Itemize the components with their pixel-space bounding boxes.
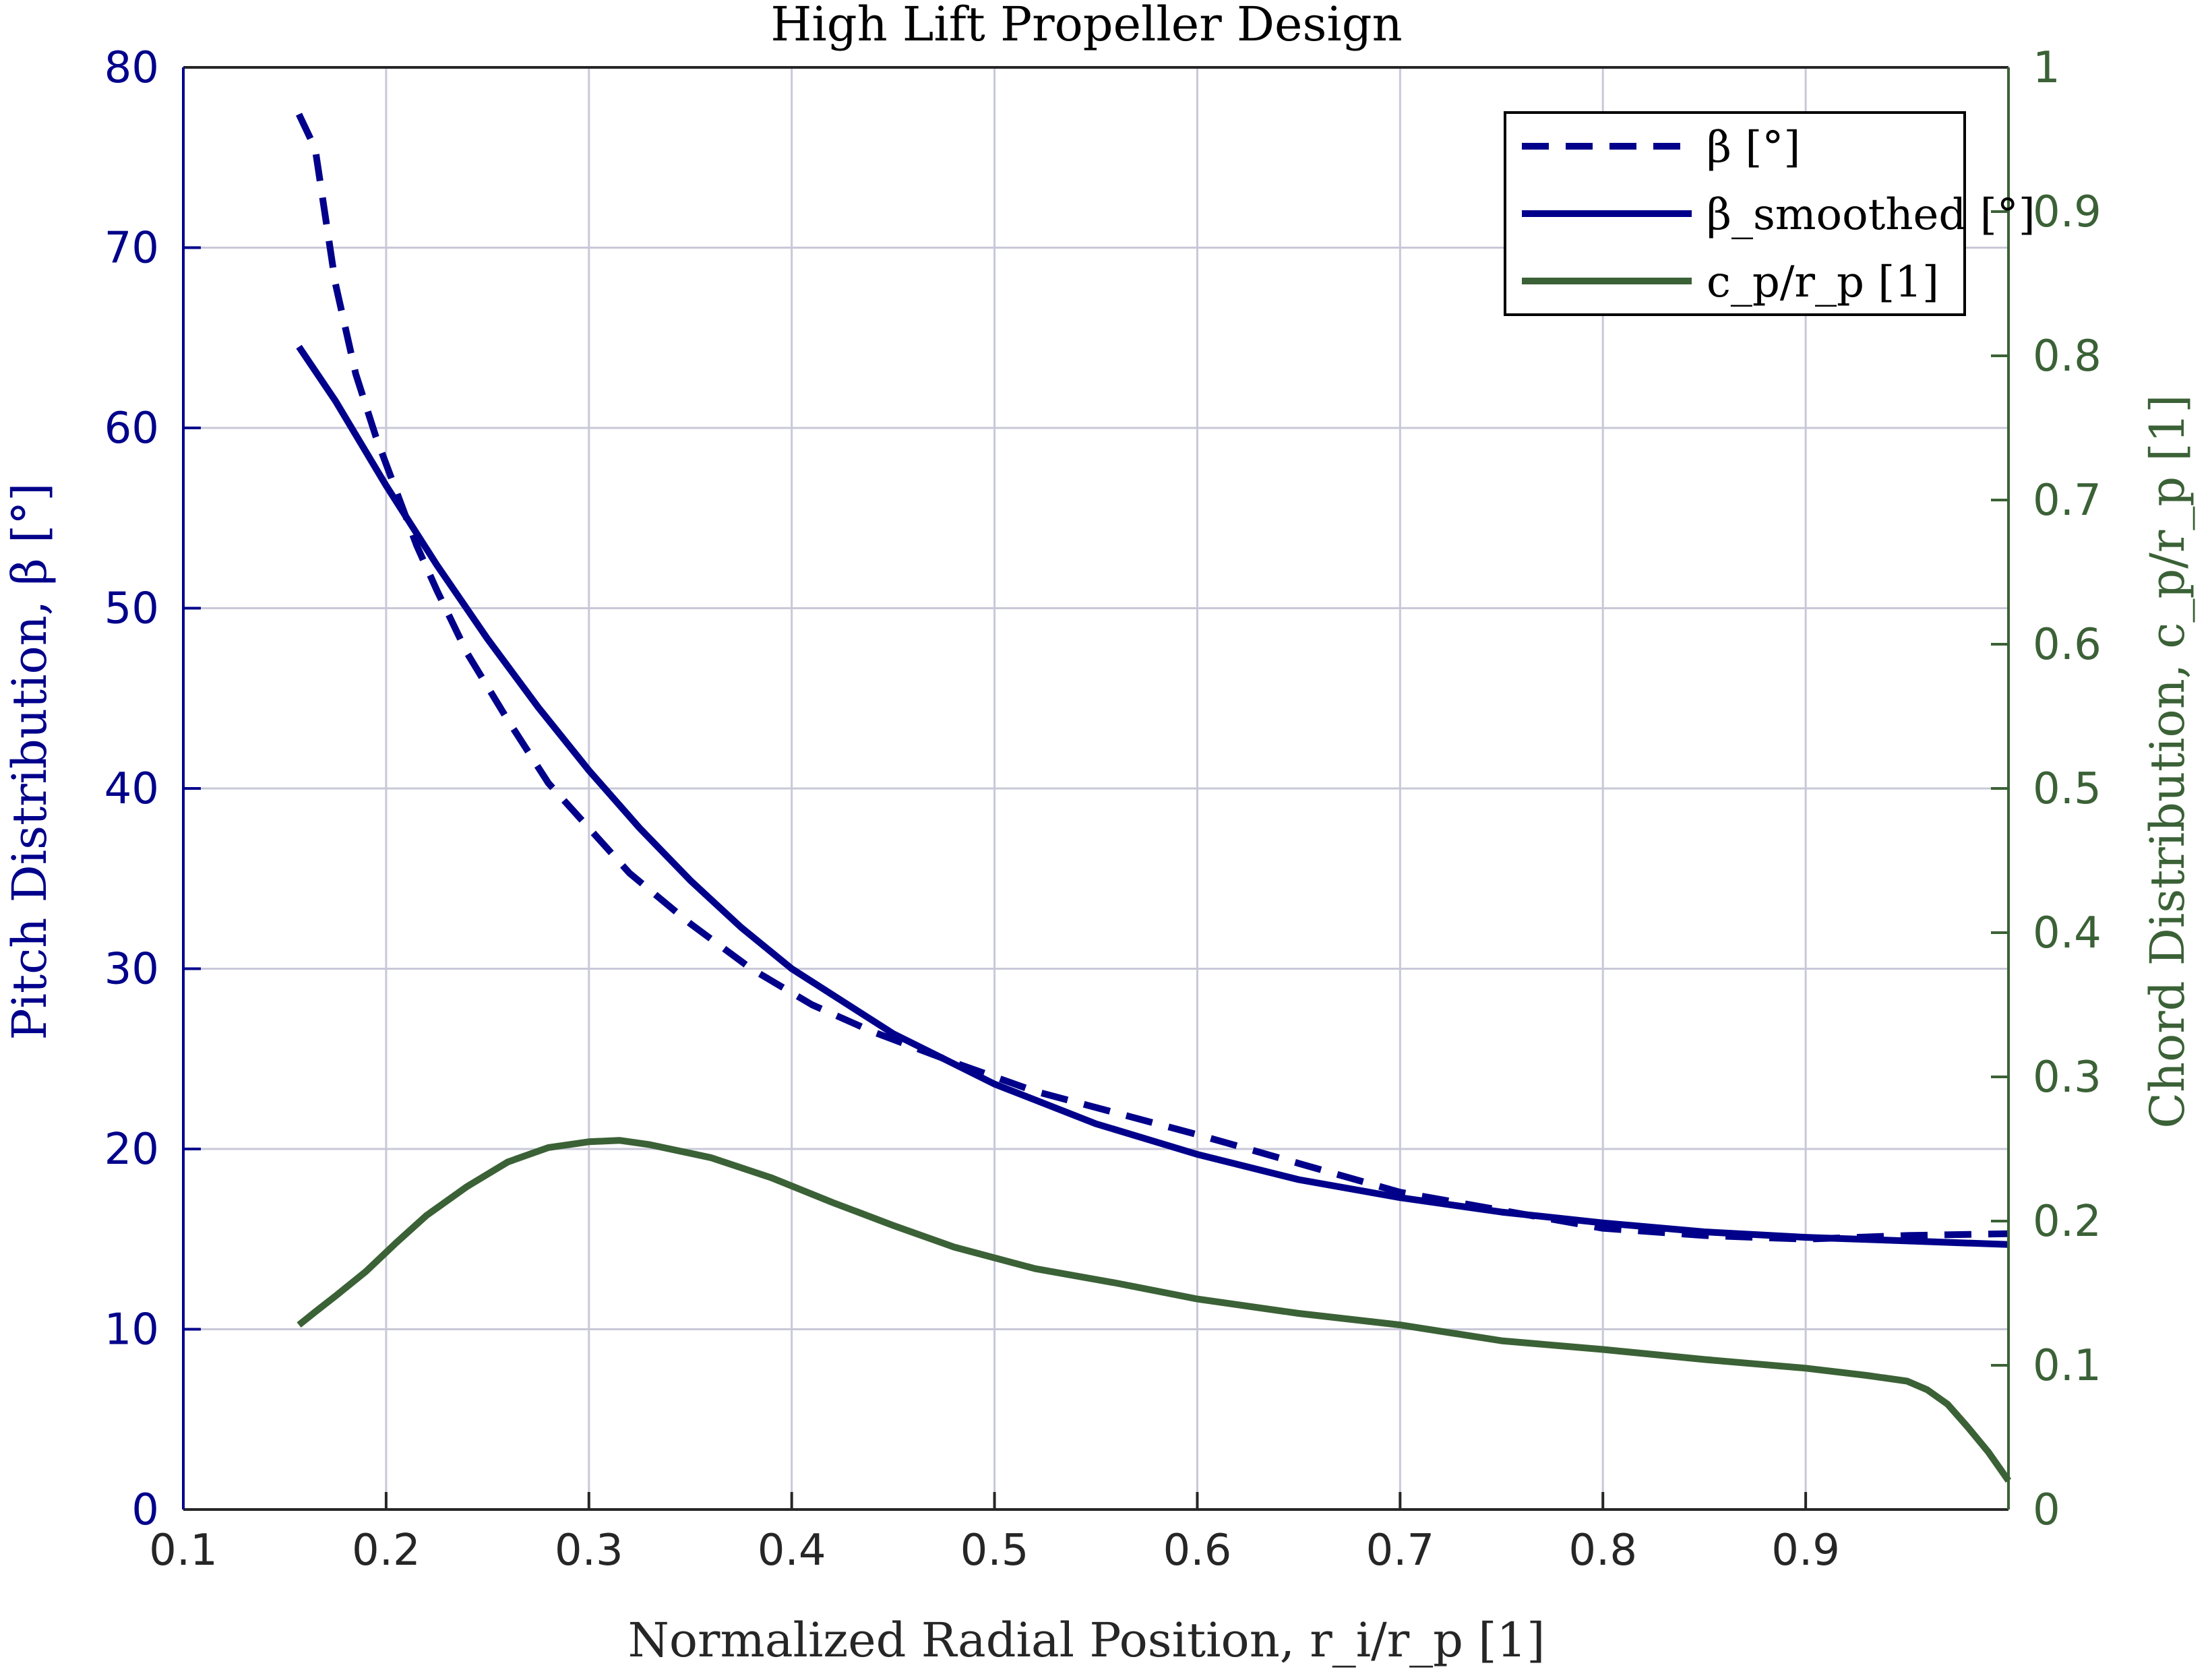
y-right-tick-label: 0.5 — [2033, 764, 2101, 814]
legend-label-beta-smoothed: β_smoothed [°] — [1707, 190, 2035, 240]
y-axis-left-label: Pitch Distribution, β [°] — [2, 483, 57, 1040]
legend-label-chord: c_p/r_p [1] — [1707, 257, 1939, 307]
y-left-tick-label: 40 — [104, 764, 159, 814]
y-left-tick-label: 30 — [104, 945, 159, 995]
y-left-tick-label: 70 — [104, 224, 159, 274]
y-left-tick-label: 50 — [104, 584, 159, 634]
x-tick-label: 0.3 — [555, 1526, 623, 1576]
x-tick-label: 0.5 — [960, 1526, 1029, 1576]
x-axis-label: Normalized Radial Position, r_i/r_p [1] — [628, 1613, 1545, 1668]
y-left-tick-label: 60 — [104, 404, 159, 454]
tick-labels: 0.1 0.2 0.3 0.4 0.5 0.6 0.7 0.8 0.90102030405060… — [104, 43, 2101, 1576]
x-tick-label: 0.9 — [1771, 1526, 1840, 1576]
y-axis-right-label: Chord Distribution, c_p/r_p [1] — [2140, 394, 2195, 1128]
y-right-tick-label: 0.2 — [2033, 1197, 2101, 1247]
x-tick-label: 0.1 — [149, 1526, 218, 1576]
y-right-tick-label: 0.7 — [2033, 476, 2101, 526]
axes — [182, 66, 2010, 1511]
y-right-tick-label: 0.3 — [2033, 1053, 2101, 1102]
legend: β [°] β_smoothed [°] c_p/r_p [1] — [1504, 111, 2035, 316]
series-chord-line — [297, 1137, 2012, 1483]
series-beta-line — [295, 113, 2009, 1243]
y-right-tick-label: 0 — [2033, 1485, 2060, 1535]
x-tick-label: 0.8 — [1568, 1526, 1637, 1576]
y-left-tick-label: 0 — [131, 1485, 159, 1535]
y-right-tick-label: 0.9 — [2033, 187, 2101, 237]
series-beta-smoothed-line — [296, 344, 2009, 1248]
y-left-tick-label: 10 — [104, 1305, 159, 1355]
x-tick-label: 0.6 — [1163, 1526, 1232, 1576]
y-right-tick-label: 0.4 — [2033, 908, 2101, 958]
x-tick-label: 0.2 — [352, 1526, 421, 1576]
legend-label-beta: β [°] — [1707, 123, 1800, 173]
x-tick-label: 0.4 — [758, 1526, 826, 1576]
x-tick-label: 0.7 — [1365, 1526, 1434, 1576]
y-left-tick-label: 20 — [104, 1125, 159, 1175]
series-lines — [295, 113, 2012, 1483]
y-right-tick-label: 0.8 — [2033, 332, 2101, 381]
y-right-tick-label: 1 — [2033, 43, 2060, 93]
y-right-tick-label: 0.6 — [2033, 620, 2101, 670]
y-right-tick-label: 0.1 — [2033, 1341, 2101, 1391]
grid-lines — [183, 67, 2008, 1510]
chart-title: High Lift Propeller Design — [770, 0, 1402, 52]
y-left-tick-label: 80 — [104, 43, 159, 93]
